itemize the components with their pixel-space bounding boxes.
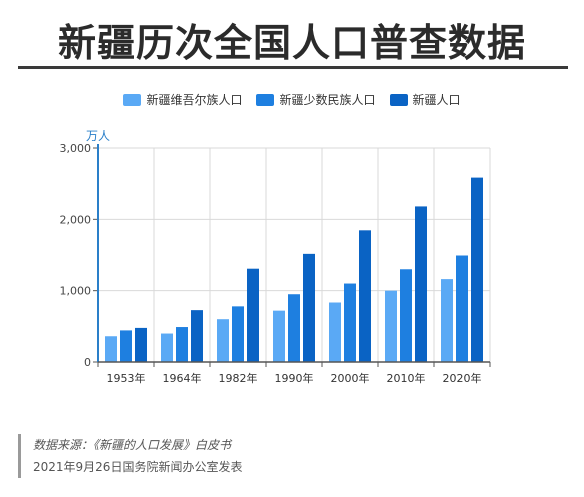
bar-minority <box>176 327 188 362</box>
source-line-whitepaper: 数据来源：《新疆的人口发展》白皮书 <box>33 438 232 452</box>
bar-uyghur <box>441 279 453 362</box>
chart-legend: 新疆维吾尔族人口 新疆少数民族人口 新疆人口 <box>0 91 584 108</box>
source-note: 数据来源：《新疆的人口发展》白皮书 2021年9月26日国务院新闻办公室发表 <box>18 434 242 478</box>
legend-label-uyghur: 新疆维吾尔族人口 <box>146 93 243 107</box>
x-tick-label: 2000年 <box>331 371 370 385</box>
legend-swatch-total <box>389 93 408 106</box>
bar-total <box>247 268 259 362</box>
y-tick-label: 2,000 <box>60 213 92 226</box>
bar-minority <box>344 283 356 362</box>
legend-label-minority: 新疆少数民族人口 <box>279 93 376 107</box>
legend-swatch-minority <box>256 93 275 106</box>
x-tick-label: 2010年 <box>387 371 426 385</box>
bar-minority <box>120 330 132 362</box>
bar-uyghur <box>329 302 341 362</box>
bar-uyghur <box>105 336 117 362</box>
bar-uyghur <box>273 310 285 362</box>
bar-total <box>359 230 371 362</box>
bar-total <box>303 253 315 362</box>
y-tick-label: 1,000 <box>60 285 92 298</box>
x-tick-label: 1982年 <box>219 371 258 385</box>
bar-uyghur <box>161 333 173 362</box>
legend-swatch-uyghur <box>123 93 142 106</box>
legend-item-uyghur[interactable]: 新疆维吾尔族人口 <box>123 91 242 108</box>
y-tick-label: 3,000 <box>60 142 92 155</box>
bar-chart: 万人 0 1,000 2,000 3,000 1953年 1964年 1982年 1990年 2… <box>60 129 491 385</box>
bar-uyghur <box>217 319 229 362</box>
bar-minority <box>232 306 244 362</box>
bar-minority <box>456 255 468 362</box>
bar-total <box>135 327 147 362</box>
title-divider <box>18 66 568 69</box>
x-tick-label: 1990年 <box>275 371 314 385</box>
legend-item-total[interactable]: 新疆人口 <box>389 91 461 108</box>
y-tick-label: 0 <box>84 356 91 369</box>
bar-total <box>471 177 483 362</box>
source-line-publisher: 2021年9月26日国务院新闻办公室发表 <box>33 460 243 474</box>
bar-minority <box>400 269 412 362</box>
legend-label-total: 新疆人口 <box>412 93 461 107</box>
legend-item-minority[interactable]: 新疆少数民族人口 <box>256 91 376 108</box>
y-axis-unit-label: 万人 <box>86 129 110 143</box>
bar-uyghur <box>385 290 397 362</box>
x-tick-label: 1953年 <box>107 371 146 385</box>
bar-minority <box>288 294 300 362</box>
page-title: 新疆历次全国人口普查数据 <box>57 21 526 65</box>
x-tick-label: 2020年 <box>443 371 482 385</box>
bar-total <box>415 206 427 362</box>
x-tick-label: 1964年 <box>163 371 202 385</box>
bar-total <box>191 310 203 362</box>
